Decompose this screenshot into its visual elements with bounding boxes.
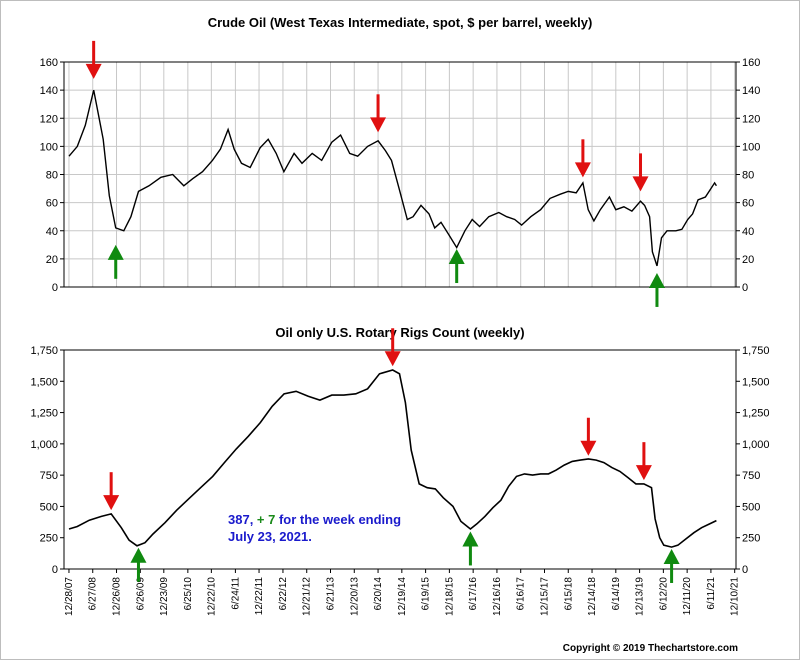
x-tick-label: 6/16/17 [516,577,527,611]
y-tick-label-left: 500 [40,501,58,513]
x-tick-label: 12/23/09 [159,577,170,616]
bottom-chart-title: Oil only U.S. Rotary Rigs Count (weekly) [275,325,524,340]
red-down-arrow [574,139,591,178]
bottom-chart-x-axis: 12/28/07 6/27/08 12/26/08 6/26/09 12/23/09 6/… [64,569,741,616]
annotation-value: 387, [228,512,257,527]
y-tick-label-left: 1,000 [30,439,58,451]
x-tick-label: 6/26/09 [135,577,146,611]
bottom-chart-plot-area [63,349,737,570]
red-down-arrow [384,328,401,367]
green-up-arrow [107,244,124,279]
x-tick-label: 6/27/08 [88,577,99,611]
y-tick-label-right: 100 [742,141,760,153]
top-chart-arrows [85,40,665,307]
annotation-line2: July 23, 2021. [228,529,312,544]
y-tick-label-right: 80 [742,170,754,182]
y-tick-label-right: 1,750 [742,345,770,357]
copyright-text: Copyright © 2019 Thechartstore.com [563,643,738,654]
x-tick-label: 12/26/08 [112,577,123,616]
x-tick-label: 12/11/20 [682,577,693,616]
green-up-arrow [462,531,479,566]
y-tick-label-left: 1,250 [30,408,58,420]
y-tick-label-left: 160 [40,57,58,69]
y-tick-label-left: 750 [40,470,58,482]
green-up-arrow [130,547,147,582]
x-tick-label: 6/11/21 [706,577,717,610]
y-tick-label-left: 40 [46,226,58,238]
red-down-arrow [103,472,120,511]
annotation-rest: for the week ending [275,512,401,527]
x-tick-label: 12/15/17 [539,577,550,616]
red-down-arrow [635,442,652,481]
x-tick-label: 12/22/11 [254,577,265,616]
y-tick-label-right: 120 [742,113,760,125]
x-tick-label: 6/22/12 [278,577,289,611]
x-tick-label: 12/10/21 [730,577,741,616]
y-tick-label-left: 0 [52,564,58,576]
green-up-arrow [448,249,465,284]
y-tick-label-left: 20 [46,254,58,266]
y-tick-label-right: 1,250 [742,408,770,420]
red-down-arrow [85,40,102,79]
y-tick-label-right: 160 [742,57,760,69]
oil-rig-count-line [68,369,717,548]
y-tick-label-right: 1,000 [742,439,770,451]
x-tick-label: 6/19/15 [421,577,432,611]
x-tick-label: 6/20/14 [373,577,384,611]
y-tick-label-right: 0 [742,564,748,576]
x-tick-label: 6/24/11 [230,577,241,610]
y-tick-label-right: 140 [742,85,760,97]
x-tick-label: 12/21/12 [302,577,313,616]
y-tick-label-left: 0 [52,282,58,294]
green-up-arrow [663,548,680,583]
bottom-chart-y-axis: 0 0 250 250 500 500 750 750 1,000 1,000 1,250 1,250… [30,345,769,576]
y-tick-label-left: 100 [40,141,58,153]
x-tick-label: 12/13/19 [635,577,646,616]
x-tick-label: 6/21/13 [326,577,337,611]
x-tick-label: 6/17/16 [468,577,479,611]
x-tick-label: 6/25/10 [183,577,194,611]
annotation-change: + 7 [257,512,275,527]
y-tick-label-right: 500 [742,501,760,513]
top-chart-y-axis: 0 0 20 20 40 40 60 60 80 80 100 100 120 120 140 140 160 1… [40,57,761,294]
y-tick-label-left: 250 [40,533,58,545]
top-chart-title: Crude Oil (West Texas Intermediate, spot… [208,15,593,30]
green-up-arrow [648,272,665,307]
y-tick-label-left: 80 [46,170,58,182]
x-tick-label: 12/28/07 [64,577,75,616]
crude-oil-price-line [68,89,717,267]
x-tick-label: 12/20/13 [349,577,360,616]
y-tick-label-right: 60 [742,198,754,210]
y-tick-label-right: 40 [742,226,754,238]
y-tick-label-left: 60 [46,198,58,210]
red-down-arrow [632,153,649,192]
red-down-arrow [370,94,387,133]
x-tick-label: 12/19/14 [397,577,408,616]
y-tick-label-right: 1,500 [742,376,770,388]
top-chart-grid [64,61,736,288]
y-tick-label-left: 140 [40,85,58,97]
y-tick-label-left: 120 [40,113,58,125]
x-tick-label: 12/22/10 [206,577,217,616]
x-tick-label: 12/14/18 [587,577,598,616]
y-tick-label-right: 0 [742,282,748,294]
annotation-line1: 387, + 7 for the week ending [228,512,401,527]
x-tick-label: 12/18/15 [444,577,455,616]
y-tick-label-right: 250 [742,533,760,545]
x-tick-label: 6/12/20 [658,577,669,611]
y-tick-label-right: 20 [742,254,754,266]
y-tick-label-left: 1,500 [30,376,58,388]
y-tick-label-left: 1,750 [30,345,58,357]
red-down-arrow [580,417,597,456]
x-tick-label: 6/15/18 [563,577,574,611]
x-tick-label: 6/14/19 [611,577,622,611]
x-tick-label: 12/16/16 [492,577,503,616]
bottom-chart-arrows [103,328,680,583]
y-tick-label-right: 750 [742,470,760,482]
